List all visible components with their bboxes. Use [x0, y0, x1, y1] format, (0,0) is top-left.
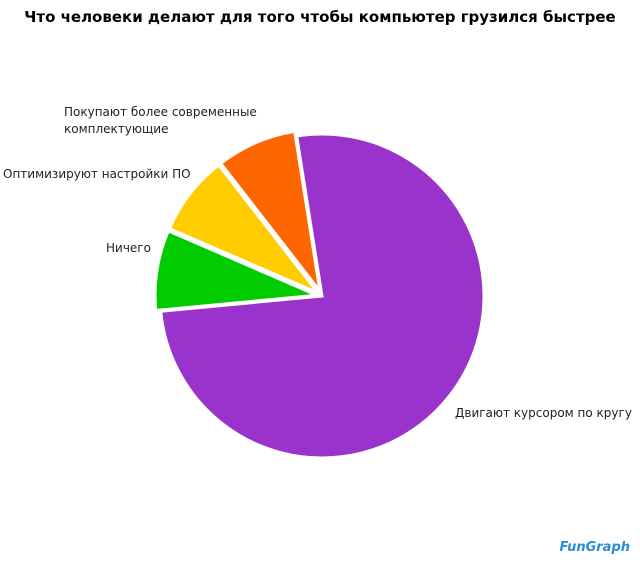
- slice-label: Двигают курсором по кругу: [455, 406, 632, 420]
- slice-label: Ничего: [106, 241, 151, 255]
- chart-title: Что человеки делают для того чтобы компь…: [24, 8, 616, 26]
- pie-slice: [218, 129, 322, 293]
- pie-slice: [159, 132, 486, 460]
- slice-label: Покупают более современные комплектующие: [64, 105, 257, 136]
- pie-slice: [153, 228, 318, 313]
- logo: FunGraph: [559, 540, 630, 555]
- pie-slice: [167, 162, 320, 295]
- slice-label: Оптимизируют настройки ПО: [3, 167, 191, 181]
